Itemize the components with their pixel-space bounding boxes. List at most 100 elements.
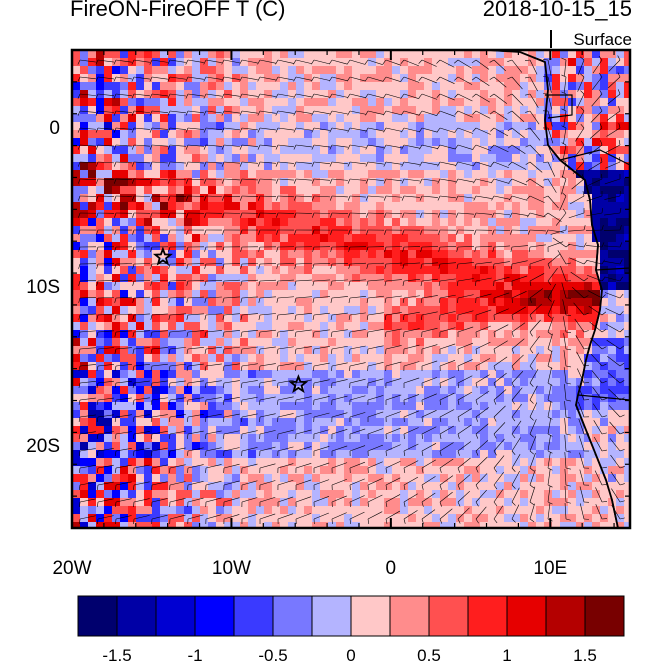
field-cell [176,98,184,106]
field-cell [560,498,568,506]
wind-barb [606,339,621,350]
field-cell [88,242,96,250]
field-cell [272,282,280,290]
field-cell [232,146,240,154]
field-cell [200,170,208,178]
land-cell [592,418,600,426]
land-cell [600,170,608,178]
wind-barb-flag [455,195,459,201]
field-cell [256,378,264,386]
field-cell [136,242,144,250]
field-cell [496,138,504,146]
field-cell [224,482,232,490]
field-cell [240,474,248,482]
field-cell [560,506,568,514]
wind-barb [277,313,294,316]
field-cell [224,522,232,528]
field-cell [456,434,464,442]
wind-barb [457,178,474,183]
field-cell [384,106,392,114]
wind-barb-flag [150,280,153,286]
wind-barb [403,295,420,299]
field-cell [488,426,496,434]
wind-barb-flag [78,399,81,405]
field-cell [312,498,320,506]
field-cell [400,514,408,522]
field-cell [488,226,496,234]
field-cell [280,498,288,506]
land-cell [624,434,630,442]
field-cell [400,434,408,442]
field-cell [264,210,272,218]
field-cell [120,458,128,466]
field-cell [408,354,416,362]
wind-barb-flag [490,178,495,184]
field-cell [344,418,352,426]
field-cell [200,218,208,226]
field-cell [208,266,216,274]
wind-barb [475,293,492,299]
wind-barb-flag [525,93,531,96]
wind-barb [439,127,456,134]
field-cell [352,394,360,402]
field-cell [360,114,368,122]
wind-barb-flag [275,178,279,184]
field-cell [320,106,328,114]
land-cell [584,178,592,186]
field-cell [144,346,152,354]
field-cell [504,426,512,434]
field-cell [368,106,376,114]
wind-barb-flag [457,399,460,405]
field-cell [248,234,256,242]
field-cell [208,490,216,498]
field-cell [232,90,240,98]
field-cell [224,162,232,170]
wind-barb [557,250,567,265]
field-cell [472,98,480,106]
land-cell [600,434,608,442]
field-cell [152,490,160,498]
wind-barb [295,110,312,114]
field-cell [352,274,360,282]
field-cell [96,370,104,378]
field-cell [216,338,224,346]
field-cell [272,66,280,74]
wind-barb [550,229,567,235]
field-cell [256,314,264,322]
land-cell [592,426,600,434]
field-cell [200,274,208,282]
wind-barb-flag [364,59,369,65]
field-cell [400,386,408,394]
field-cell [504,338,512,346]
wind-barb [151,110,168,113]
field-cell [472,514,480,522]
wind-barb [403,279,420,282]
field-cell [568,234,576,242]
field-cell [120,330,128,338]
field-cell [184,210,192,218]
wind-barb [511,59,523,73]
field-cell [224,106,232,114]
wind-barb [97,347,114,350]
field-cell [72,338,80,346]
field-cell [536,442,544,450]
field-cell [328,354,336,362]
land-cell [552,90,560,98]
wind-barb [331,178,348,181]
field-cell [288,74,296,82]
field-cell [432,138,440,146]
wind-barb [151,296,168,299]
field-cell [88,482,96,490]
field-cell [424,394,432,402]
field-cell [96,170,104,178]
wind-barb [385,328,402,333]
field-cell [152,90,160,98]
field-cell [432,170,440,178]
field-cell [112,258,120,266]
wind-barb-flag [258,331,261,337]
field-cell [368,82,376,90]
field-cell [520,346,528,354]
field-cell [448,498,456,506]
field-cell [408,330,416,338]
land-cell [600,130,608,138]
